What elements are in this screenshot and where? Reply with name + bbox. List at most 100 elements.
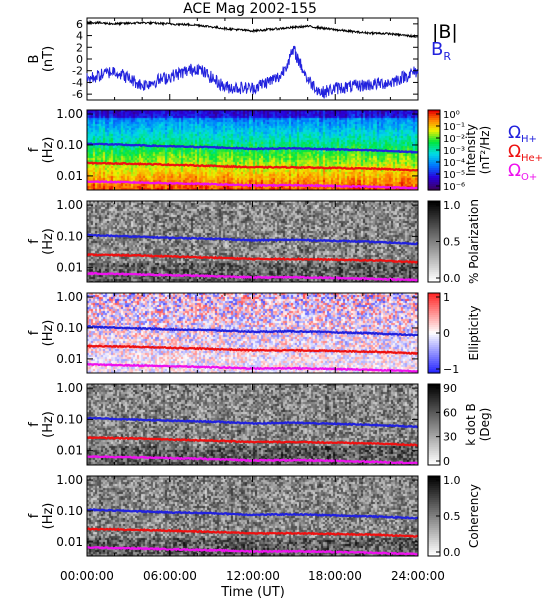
colorbar-unit: (Deg) [478,408,492,442]
colorbar-swatch [428,343,440,346]
colorbar-swatch [428,233,440,237]
colorbar-swatch [428,219,440,222]
colorbar-swatch [428,432,440,436]
y-axis-label: f [27,147,42,152]
colorbar-swatch [428,146,440,149]
colorbar-swatch [428,255,440,259]
colorbar-swatch [428,229,440,232]
colorbar-swatch [428,524,440,527]
colorbar-swatch [428,496,440,499]
colorbar-swatch [428,251,440,255]
colorbar-tick-label: 1.0 [443,474,461,487]
y-axis-unit: (Hz) [41,503,56,530]
y-tick-label: 0.01 [56,169,83,183]
colorbar-swatch [428,450,440,454]
colorbar-swatch [428,134,440,137]
colorbar-swatch [428,263,440,267]
colorbar-swatch [428,277,440,281]
colorbar-swatch [428,307,440,310]
colorbar-tick-label: 0.5 [443,510,461,523]
x-tick-label: 24:00:00 [391,569,445,583]
y-tick-label: 0 [76,53,83,66]
colorbar-swatch [428,424,440,428]
colorbar-swatch [428,203,440,206]
colorbar-swatch [428,349,440,352]
colorbar-swatch [428,217,440,220]
colorbar-label: Intensity [464,124,478,176]
colorbar-swatch [428,311,440,314]
colorbar-tick-label: 0 [443,327,450,340]
y-axis-unit: (nT) [41,46,56,72]
colorbar-swatch [428,408,440,411]
colorbar-swatch [428,361,440,364]
y-tick-label: 0.10 [56,504,83,518]
colorbar-swatch [428,540,440,543]
colorbar-swatch [428,534,440,537]
omega-h-line [86,233,419,246]
colorbar-swatch [428,164,440,167]
colorbar-tick-label: 1.0 [443,199,461,212]
colorbar-swatch [428,452,440,456]
colorbar-swatch [428,426,440,430]
colorbar-swatch [428,428,440,432]
colorbar-swatch [428,365,440,368]
colorbar-swatch [428,458,440,462]
omega-he-line [86,344,419,356]
colorbar-swatch [428,158,440,161]
colorbar-tick-label: 0.0 [443,272,461,285]
y-axis-label: f [27,422,42,427]
colorbar-swatch [428,180,440,183]
colorbar-swatch [428,124,440,127]
colorbar-swatch [428,460,440,464]
colorbar-swatch [428,112,440,115]
colorbar-swatch [428,211,440,214]
y-tick-label: 0.01 [56,535,83,549]
y-tick-label: 1.00 [56,198,83,212]
colorbar-swatch [428,418,440,422]
colorbar-swatch [428,295,440,298]
colorbar-swatch [428,138,440,141]
colorbar-swatch [428,313,440,316]
x-tick-label: 00:00:00 [60,569,114,583]
colorbar-swatch [428,444,440,448]
colorbar-swatch [428,396,440,399]
colorbar-swatch [428,172,440,175]
colorbar-swatch [428,331,440,334]
legend-b-magnitude: |B| [432,21,458,43]
y-axis-unit: (Hz) [41,411,56,438]
colorbar-swatch [428,478,440,481]
y-axis-unit: (Hz) [41,137,56,164]
colorbar-swatch [428,114,440,117]
colorbar-tick-label: 0.5 [443,236,461,249]
y-tick-label: 0.10 [56,412,83,426]
colorbar-swatch [428,128,440,131]
colorbar-swatch [428,359,440,362]
colorbar-swatch [428,126,440,129]
colorbar-swatch [428,518,440,521]
legend-omega-h: ΩH+ [508,123,537,145]
colorbar-swatch [428,110,440,113]
colorbar-swatch [428,235,440,239]
omega-he-line [86,161,418,172]
colorbar-swatch [428,253,440,257]
colorbar-swatch [428,144,440,147]
omega-h-line [86,142,419,155]
colorbar-swatch [428,416,440,420]
colorbar-swatch [428,414,440,417]
colorbar-swatch [428,166,440,169]
colorbar-tick-label: 1 [443,291,450,304]
colorbar-tick-label: 0 [443,455,450,468]
colorbar-swatch [428,259,440,263]
colorbar-swatch [428,430,440,434]
b-radial-line [86,45,419,99]
colorbar-tick-label: 10⁻¹ [443,122,465,133]
omega-he-line [87,435,419,447]
colorbar-swatch [428,504,440,507]
colorbar-swatch [428,446,440,450]
colorbar-swatch [428,333,440,336]
colorbar-swatch [428,120,440,123]
colorbar-swatch [428,267,440,271]
colorbar-swatch [428,363,440,366]
colorbar-swatch [428,323,440,326]
colorbar-swatch [428,176,440,179]
